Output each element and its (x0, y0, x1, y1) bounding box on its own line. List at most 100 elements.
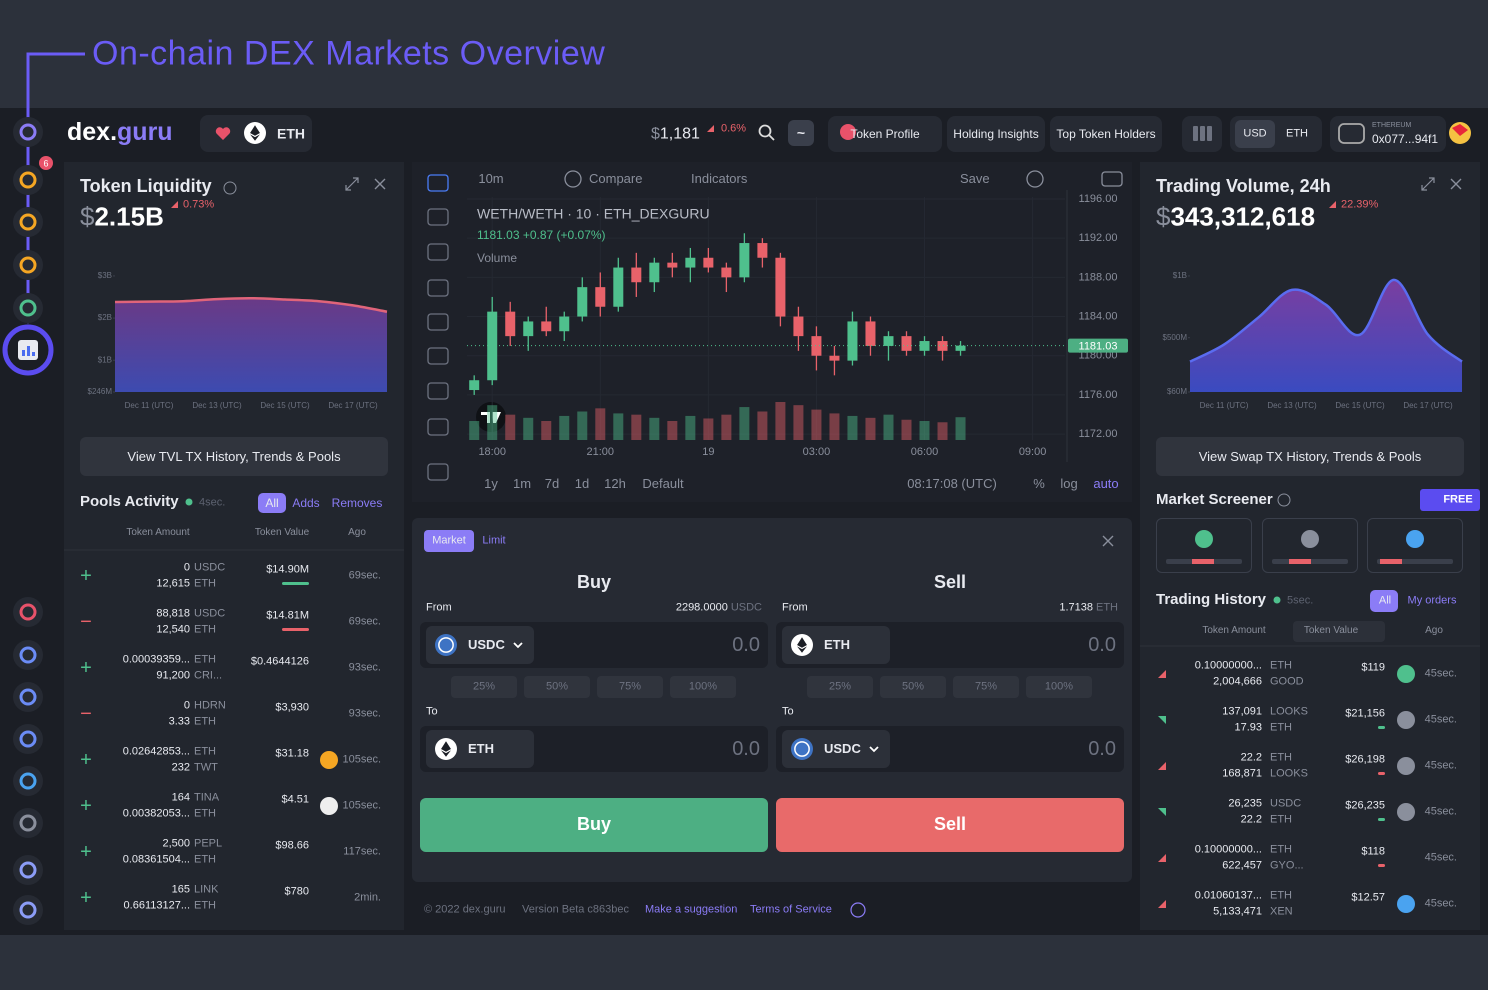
amount: 168,871 (1222, 767, 1262, 780)
trade-tab[interactable]: Market (432, 534, 466, 547)
save[interactable]: Save (960, 171, 990, 187)
scale-option[interactable]: auto (1093, 476, 1119, 492)
volume-bar (631, 414, 642, 440)
scale-option[interactable]: log (1060, 476, 1078, 492)
candle-body (721, 267, 732, 278)
percent-button[interactable] (670, 676, 736, 698)
scale-option[interactable]: % (1033, 476, 1045, 492)
interval[interactable]: 10m (478, 171, 504, 187)
drawing-tool (427, 243, 449, 261)
currency-active[interactable] (1235, 120, 1275, 148)
volume-button[interactable] (1156, 437, 1464, 476)
nav-link[interactable]: Holding Insights (953, 126, 1039, 141)
candle-body (469, 380, 480, 391)
candle-body (847, 321, 858, 361)
amount-value: 0.0 (732, 738, 760, 760)
percent-button[interactable] (1026, 676, 1092, 698)
percent-button[interactable] (880, 676, 946, 698)
range-button[interactable]: 1m (512, 476, 532, 492)
sidebar-icon-glyph (19, 256, 37, 274)
pools-tab[interactable]: Adds (292, 495, 320, 510)
pools-tab[interactable]: All (265, 495, 279, 510)
percent-button[interactable] (807, 676, 873, 698)
x-tick-label: Dec 17 (UTC) (328, 401, 378, 410)
footer-link[interactable]: Terms of Service (750, 903, 832, 916)
history-tab[interactable]: All (1378, 594, 1392, 607)
percent-button[interactable] (597, 676, 663, 698)
compare[interactable]: Compare (589, 171, 643, 187)
volume-bar (793, 405, 804, 440)
sidebar-icon (13, 207, 43, 237)
range-button[interactable]: 12h (604, 476, 626, 492)
history-tab[interactable]: My orders (1407, 594, 1457, 607)
sidebar-icon-glyph (19, 603, 37, 621)
y-tick-label: $246M (88, 387, 113, 396)
eth-glyph (797, 646, 807, 653)
pools-tab[interactable]: Removes (331, 495, 383, 510)
nav-link[interactable]: Token Profile (850, 126, 920, 141)
nav-link[interactable]: Top Token Holders (1056, 126, 1156, 141)
pool-action: + (80, 795, 92, 817)
candle-body (865, 321, 876, 346)
amount: 164 (171, 791, 190, 804)
pools-tab-active[interactable] (258, 493, 286, 513)
footer-link[interactable]: Make a suggestion (645, 903, 738, 916)
drawing-tool (427, 463, 449, 481)
amount: 3.33 (168, 715, 190, 728)
ago: 2min. (354, 891, 381, 904)
x-tick-label: Dec 15 (UTC) (260, 401, 310, 410)
screener-card[interactable] (1262, 518, 1358, 573)
amount: 2,500 (162, 837, 190, 850)
indicators[interactable]: Indicators (691, 171, 748, 187)
amount: 0.66113127... (123, 899, 190, 912)
volume-button-label[interactable]: View Swap TX History, Trends & Pools (1198, 449, 1422, 465)
trade-tab[interactable]: Limit (482, 534, 506, 547)
history-tab-active[interactable] (1370, 590, 1398, 612)
currency-option[interactable]: USD (1243, 127, 1267, 140)
sidebar-icon (13, 766, 43, 796)
percent-button[interactable] (524, 676, 590, 698)
search-mode[interactable]: ~ (796, 124, 806, 141)
side-title: Sell (933, 572, 967, 593)
sidebar-icon-glyph (19, 213, 37, 231)
symbol: WETH/WETH · 10 · ETH_DEXGURU (477, 205, 710, 222)
sell-button[interactable] (776, 798, 1124, 852)
unit: ETH (194, 853, 216, 866)
token-value-sort[interactable] (1293, 621, 1385, 642)
x-tick-label: Dec 17 (UTC) (1403, 401, 1453, 410)
unit: USDC (194, 561, 226, 574)
wallet-address: 0x077...94f1 (1372, 131, 1439, 146)
currency-option[interactable]: ETH (1286, 127, 1308, 140)
range-button[interactable]: 1y (484, 476, 498, 492)
token-value: $780 (284, 885, 309, 898)
settings-icon (1026, 170, 1044, 188)
x-tick-label: 21:00 (587, 446, 615, 458)
buy-button[interactable] (420, 798, 768, 852)
range-button[interactable]: 7d (544, 476, 560, 492)
market-tab-active[interactable] (424, 530, 474, 552)
range-button[interactable]: 1d (574, 476, 590, 492)
volume-bar (811, 409, 822, 440)
volume-bar (613, 413, 624, 440)
percent-button[interactable] (451, 676, 517, 698)
screener-card[interactable] (1367, 518, 1463, 573)
action-label[interactable]: Sell (933, 814, 967, 835)
token-value: $31.18 (275, 747, 309, 760)
panel-value: $343,312,618 (1156, 201, 1315, 232)
search-mode-button[interactable] (788, 120, 814, 146)
nav-button[interactable] (947, 116, 1045, 152)
action-label[interactable]: Buy (576, 814, 612, 835)
unit: XEN (1270, 905, 1293, 918)
nav-button[interactable] (1050, 116, 1162, 152)
token-value: $12.57 (1351, 891, 1385, 904)
liquidity-button[interactable] (80, 437, 388, 476)
x-tick-label: Dec 15 (UTC) (1335, 401, 1385, 410)
wallet-button[interactable] (1330, 116, 1446, 152)
liquidity-button-label[interactable]: View TVL TX History, Trends & Pools (127, 449, 341, 465)
percent-button[interactable] (953, 676, 1019, 698)
default-button[interactable]: Default (642, 476, 684, 492)
screener-card[interactable] (1156, 518, 1252, 573)
unit: ETH (1270, 659, 1292, 672)
value-currency: $ (80, 201, 95, 232)
percent-label: 50% (545, 680, 569, 693)
